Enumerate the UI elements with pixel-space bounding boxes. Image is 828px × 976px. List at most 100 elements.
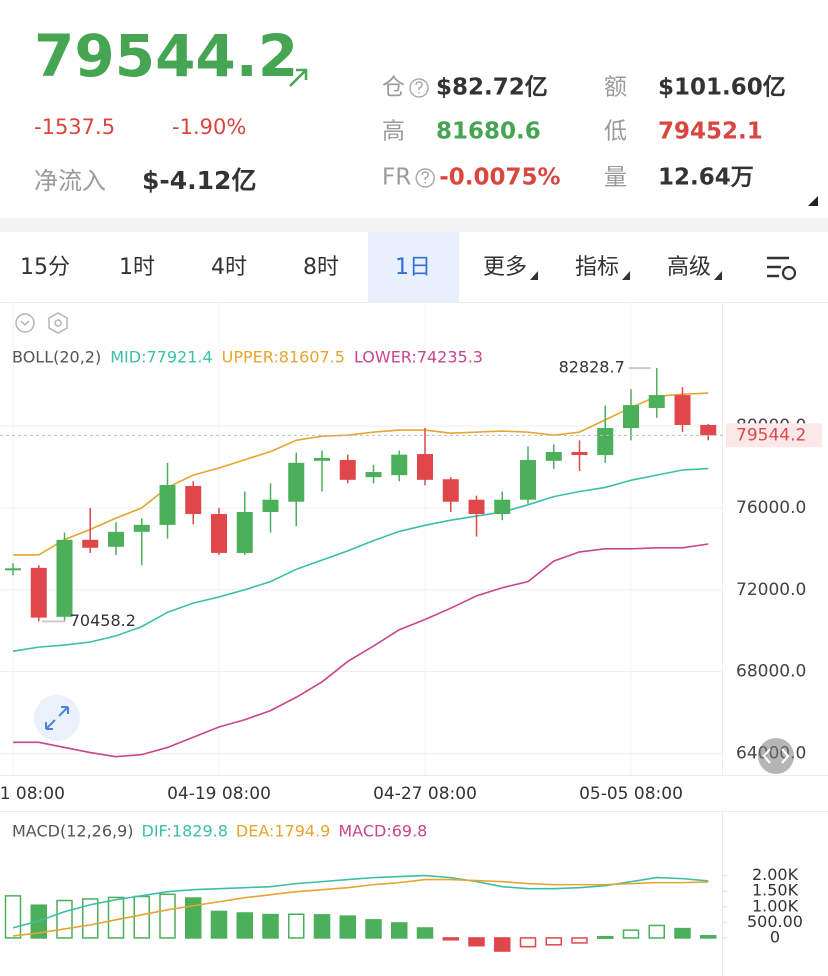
chart-settings-icon[interactable] (767, 256, 797, 281)
macd-bar (571, 937, 588, 944)
x-tick-label: 04-27 08:00 (373, 784, 477, 804)
indicator-legend: UPPER:81607.5 (222, 348, 345, 367)
stat-value: -0.0075% (439, 165, 560, 191)
macd-bar (597, 935, 614, 939)
dropdown-caret (714, 271, 723, 280)
tab[interactable]: 更多 (483, 255, 527, 280)
y-tick-label: 1.00K (752, 896, 799, 915)
scroll-arrows (762, 748, 790, 764)
separator-band (0, 218, 828, 232)
candle-body (442, 479, 459, 502)
candle-body (597, 428, 614, 456)
candle-body (417, 454, 433, 480)
indicator-legend: MID:77921.4 (110, 348, 212, 367)
macd-bar (468, 937, 485, 947)
macd-bar (133, 895, 150, 939)
expand-corner[interactable] (808, 196, 818, 206)
timeframe-tabs: 15分 1时 4时 8时 1日 更多 指标 高级 (20, 232, 723, 302)
help-icon[interactable] (409, 78, 429, 98)
scroll-bg (758, 738, 794, 774)
scroll-latest-button[interactable] (758, 738, 794, 774)
boll-line (13, 392, 709, 556)
active-tab-bg (368, 232, 459, 302)
candle-body (700, 424, 717, 436)
stat-value: 79452.1 (658, 119, 763, 145)
macd-bar (391, 922, 408, 939)
candle-body (339, 459, 356, 480)
tab[interactable]: 高级 (667, 255, 711, 280)
fullscreen-bg (34, 695, 80, 741)
y-tick-label: 72000.0 (736, 580, 806, 600)
y-tick-label: 2.00K (752, 865, 799, 884)
indicator-title: MACD(12,26,9) (12, 822, 134, 841)
fullscreen-arrows (45, 706, 69, 730)
macd-bar (700, 935, 717, 939)
candle-body (30, 567, 47, 618)
tab[interactable]: 15分 (20, 255, 70, 280)
settings-lines (767, 256, 789, 278)
macd-line (12, 878, 709, 937)
candle-body (391, 454, 408, 476)
collapse-icon[interactable] (15, 313, 35, 333)
tab[interactable]: 8时 (303, 255, 339, 280)
macd-bar (82, 898, 99, 939)
trend-arrow (289, 68, 308, 87)
macd-bar (416, 927, 434, 939)
fullscreen-button[interactable] (34, 695, 80, 741)
macd-bar (262, 913, 279, 939)
macd-bar (107, 896, 125, 939)
y-tick-label: 500.00 (747, 912, 803, 931)
dropdown-caret (530, 271, 539, 280)
min-label: 70458.2 (70, 611, 136, 630)
macd-bar (494, 937, 511, 952)
candle-body (571, 451, 588, 456)
help-icon[interactable] (415, 168, 435, 188)
candle-body (159, 484, 176, 525)
candle-body (365, 472, 382, 478)
candle-body (623, 405, 639, 429)
candle-body (108, 531, 124, 547)
boll-line (13, 543, 709, 758)
macd-bar (519, 937, 537, 948)
x-tick-label: 04-19 08:00 (167, 784, 271, 804)
y-tick-label: 68000.0 (736, 662, 806, 682)
last-price: 79544.2 (34, 22, 298, 90)
stat-value: $82.72亿 (436, 75, 548, 101)
macd-bar (365, 919, 382, 939)
candle-body (648, 395, 665, 408)
candle-body (520, 459, 536, 500)
macd-line (12, 874, 709, 929)
indicator-title: BOLL(20,2) (12, 348, 101, 367)
macd-bar (622, 929, 640, 939)
y-tick-label: 76000.0 (736, 498, 806, 518)
candle-body (5, 568, 21, 571)
net-inflow-label: 净流入 (34, 167, 106, 195)
macd-bar (210, 910, 228, 939)
settings-icon-dot (54, 319, 62, 327)
indicator-legend: DIF:1829.8 (142, 822, 228, 841)
price-chart: 64000.068000.072000.076000.080000.004-11… (0, 302, 822, 804)
macd-bar (648, 924, 665, 939)
candle-body (545, 451, 562, 461)
candle-body (468, 499, 485, 515)
indicator-legend: DEA:1794.9 (236, 822, 330, 841)
stat-value: 81680.6 (436, 119, 541, 145)
help-mark (421, 171, 429, 184)
settings-gear (781, 265, 797, 281)
boll-line (12, 467, 709, 652)
last-price-label: 79544.2 (736, 425, 806, 445)
macd-bar (674, 927, 691, 939)
stat-label: 低 (604, 119, 627, 145)
stat-value: $101.60亿 (658, 75, 786, 101)
tab[interactable]: 1时 (119, 255, 155, 280)
tab[interactable]: 1日 (395, 255, 431, 280)
tab[interactable]: 4时 (211, 255, 247, 280)
settings-icon[interactable] (48, 312, 68, 334)
tab[interactable]: 指标 (575, 255, 619, 280)
macd-bar (185, 897, 202, 939)
stat-label: 高 (382, 119, 405, 145)
stat-label: 仓 (382, 75, 405, 101)
candle-body (211, 514, 227, 553)
